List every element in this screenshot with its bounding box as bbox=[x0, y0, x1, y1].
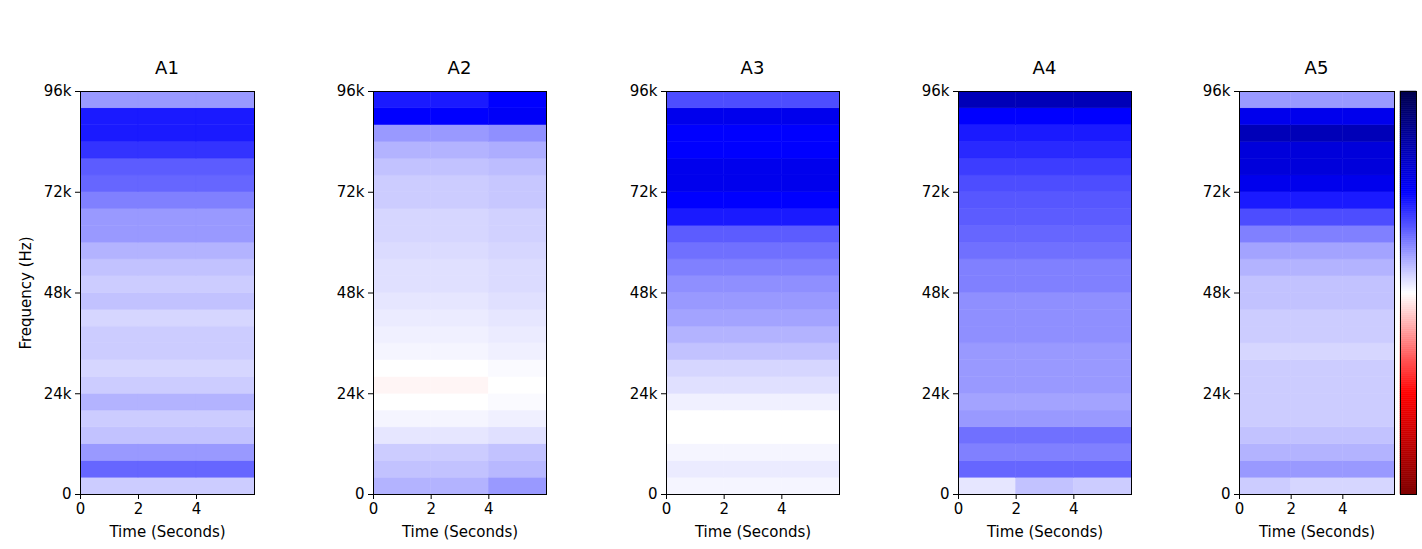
svg-text:96k: 96k bbox=[1203, 82, 1231, 100]
html-text:A2: A2 bbox=[447, 57, 472, 78]
svg-text:24k: 24k bbox=[337, 385, 365, 403]
svg-text:Time (Seconds): Time (Seconds) bbox=[108, 523, 225, 541]
svg-text:48k: 48k bbox=[337, 284, 365, 302]
svg-text:0: 0 bbox=[1235, 500, 1245, 518]
svg-text:0: 0 bbox=[62, 485, 72, 503]
svg-text:72k: 72k bbox=[922, 183, 950, 201]
svg-text:96k: 96k bbox=[922, 82, 950, 100]
svg-text:4: 4 bbox=[1338, 500, 1348, 518]
svg-text:24k: 24k bbox=[1203, 385, 1231, 403]
svg-text:48k: 48k bbox=[922, 284, 950, 302]
svg-text:72k: 72k bbox=[337, 183, 365, 201]
svg-text:2: 2 bbox=[1011, 500, 1021, 518]
html-text:A4: A4 bbox=[1032, 57, 1057, 78]
svg-text:0: 0 bbox=[940, 485, 950, 503]
svg-text:48k: 48k bbox=[44, 284, 72, 302]
svg-text:2: 2 bbox=[426, 500, 436, 518]
svg-text:Frequency (Hz): Frequency (Hz) bbox=[17, 236, 35, 349]
svg-text:Time (Seconds): Time (Seconds) bbox=[694, 523, 811, 541]
html-text:A5: A5 bbox=[1304, 57, 1329, 78]
svg-text:4: 4 bbox=[484, 500, 494, 518]
svg-text:4: 4 bbox=[192, 500, 202, 518]
svg-text:0: 0 bbox=[355, 485, 365, 503]
svg-text:2: 2 bbox=[1286, 500, 1296, 518]
svg-text:24k: 24k bbox=[630, 385, 658, 403]
svg-text:Time (Seconds): Time (Seconds) bbox=[401, 523, 518, 541]
svg-text:2: 2 bbox=[134, 500, 144, 518]
svg-text:0: 0 bbox=[1221, 485, 1231, 503]
svg-text:48k: 48k bbox=[630, 284, 658, 302]
svg-text:24k: 24k bbox=[922, 385, 950, 403]
svg-text:4: 4 bbox=[777, 500, 787, 518]
html-text:A3: A3 bbox=[740, 57, 765, 78]
svg-text:Time (Seconds): Time (Seconds) bbox=[986, 523, 1103, 541]
svg-text:96k: 96k bbox=[44, 82, 72, 100]
svg-text:72k: 72k bbox=[630, 183, 658, 201]
svg-text:72k: 72k bbox=[44, 183, 72, 201]
svg-text:0: 0 bbox=[954, 500, 964, 518]
svg-text:0: 0 bbox=[76, 500, 86, 518]
svg-text:96k: 96k bbox=[337, 82, 365, 100]
svg-text:96k: 96k bbox=[630, 82, 658, 100]
html-text:A1: A1 bbox=[155, 57, 179, 78]
svg-text:72k: 72k bbox=[1203, 183, 1231, 201]
svg-text:0: 0 bbox=[369, 500, 379, 518]
svg-text:Time (Seconds): Time (Seconds) bbox=[1258, 523, 1375, 541]
svg-text:4: 4 bbox=[1069, 500, 1079, 518]
svg-text:0: 0 bbox=[648, 485, 658, 503]
svg-text:2: 2 bbox=[719, 500, 729, 518]
svg-text:48k: 48k bbox=[1203, 284, 1231, 302]
svg-text:0: 0 bbox=[662, 500, 672, 518]
svg-text:24k: 24k bbox=[44, 385, 72, 403]
